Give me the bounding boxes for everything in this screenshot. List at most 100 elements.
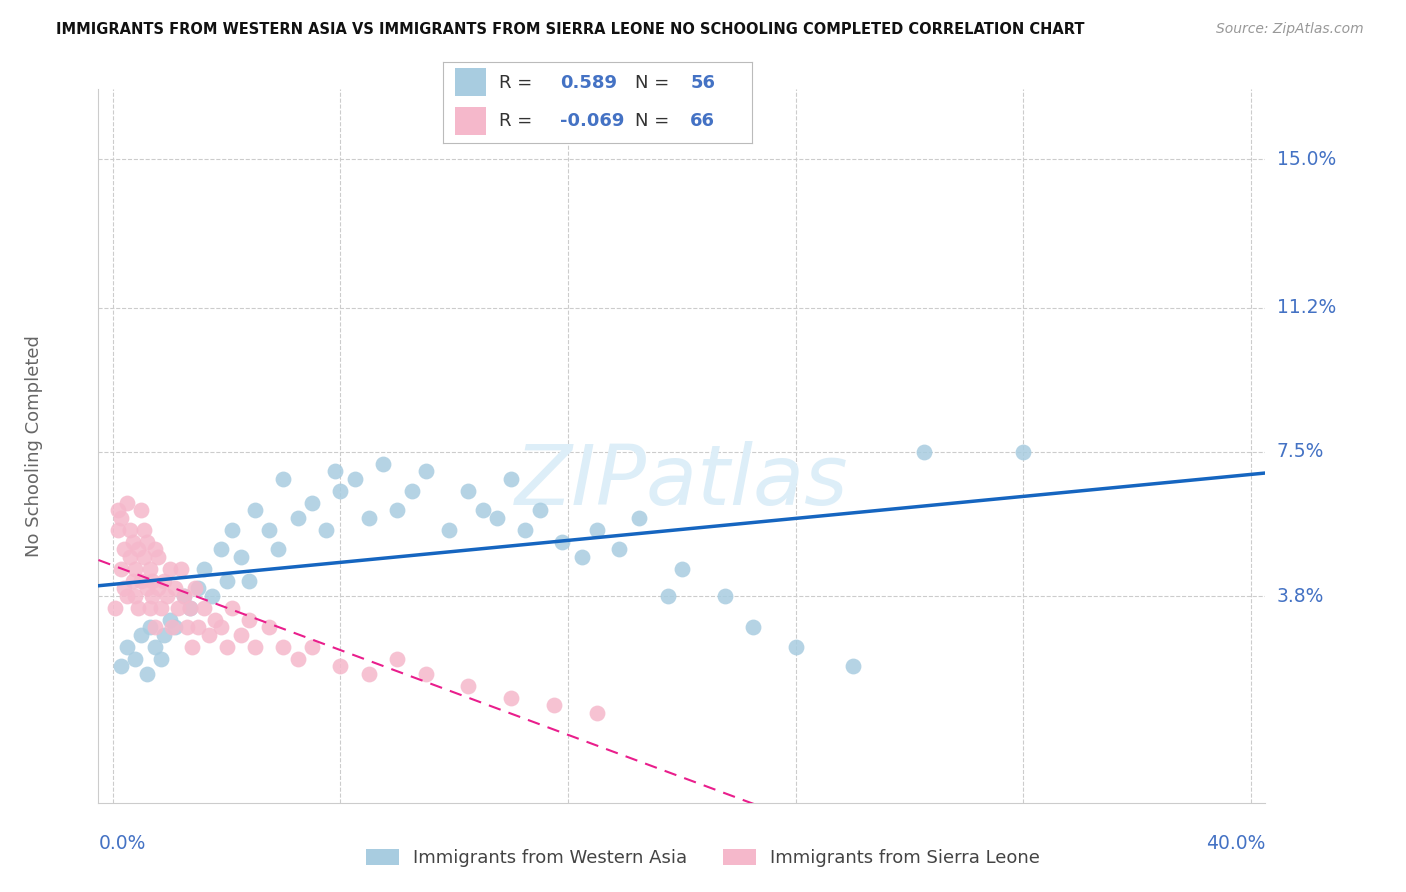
Point — [415, 464, 437, 478]
Point — [501, 690, 523, 705]
Point — [371, 457, 394, 471]
Point — [485, 511, 508, 525]
Point — [457, 679, 479, 693]
Text: R =: R = — [499, 73, 531, 92]
Point — [471, 503, 494, 517]
Point — [143, 620, 166, 634]
Point — [138, 562, 160, 576]
Point — [110, 659, 132, 673]
Point — [343, 472, 366, 486]
Point — [124, 651, 146, 665]
Point — [124, 589, 146, 603]
Point — [357, 667, 380, 681]
Point — [657, 589, 679, 603]
Point — [193, 600, 215, 615]
Point — [387, 503, 409, 517]
Text: 3.8%: 3.8% — [1277, 587, 1324, 606]
Point — [387, 651, 409, 665]
Point — [132, 523, 155, 537]
Point — [129, 628, 152, 642]
Point — [121, 574, 143, 588]
Text: N =: N = — [634, 73, 669, 92]
Point — [141, 574, 163, 588]
Point — [551, 534, 574, 549]
Point — [401, 483, 423, 498]
Point — [135, 667, 157, 681]
Point — [115, 640, 138, 654]
Point — [243, 503, 266, 517]
Point — [571, 550, 593, 565]
Point — [238, 574, 260, 588]
Point — [132, 550, 155, 565]
Point — [204, 613, 226, 627]
Point — [162, 620, 184, 634]
Point — [323, 464, 346, 478]
Point — [221, 523, 243, 537]
Point — [129, 574, 152, 588]
Point — [238, 613, 260, 627]
Text: N =: N = — [634, 112, 669, 130]
Point — [457, 483, 479, 498]
Point — [187, 582, 209, 596]
Point — [115, 589, 138, 603]
Point — [198, 628, 221, 642]
Point — [107, 503, 129, 517]
Point — [357, 511, 380, 525]
Point — [287, 651, 309, 665]
Point — [127, 542, 149, 557]
Point — [143, 542, 166, 557]
Point — [221, 600, 243, 615]
Point — [301, 495, 323, 509]
Point — [118, 523, 141, 537]
Point — [229, 550, 252, 565]
Point — [742, 620, 765, 634]
Point — [515, 523, 537, 537]
Point — [104, 600, 127, 615]
Point — [529, 503, 551, 517]
Point — [115, 495, 138, 509]
Point — [118, 550, 141, 565]
Point — [201, 589, 224, 603]
Point — [150, 651, 173, 665]
Point — [127, 600, 149, 615]
Point — [156, 589, 179, 603]
Point — [135, 582, 157, 596]
Point — [415, 667, 437, 681]
Point — [501, 472, 523, 486]
Point — [110, 562, 132, 576]
Point — [713, 589, 735, 603]
Point — [841, 659, 863, 673]
Point — [153, 574, 176, 588]
Point — [138, 620, 160, 634]
Point — [215, 640, 238, 654]
Text: No Schooling Completed: No Schooling Completed — [25, 335, 44, 557]
Text: ZIPatlas: ZIPatlas — [515, 442, 849, 522]
Point — [229, 628, 252, 642]
Point — [170, 562, 193, 576]
Point — [287, 511, 309, 525]
Point — [273, 640, 295, 654]
Point — [607, 542, 630, 557]
Text: 0.589: 0.589 — [561, 73, 617, 92]
Point — [329, 659, 352, 673]
Point — [437, 523, 460, 537]
Text: 40.0%: 40.0% — [1206, 834, 1265, 853]
Point — [193, 562, 215, 576]
Point — [628, 511, 651, 525]
Text: IMMIGRANTS FROM WESTERN ASIA VS IMMIGRANTS FROM SIERRA LEONE NO SCHOOLING COMPLE: IMMIGRANTS FROM WESTERN ASIA VS IMMIGRAN… — [56, 22, 1085, 37]
Point — [148, 550, 170, 565]
Point — [1012, 445, 1035, 459]
Text: 15.0%: 15.0% — [1277, 150, 1336, 169]
Point — [159, 562, 181, 576]
Text: R =: R = — [499, 112, 531, 130]
FancyBboxPatch shape — [456, 68, 486, 96]
Point — [110, 511, 132, 525]
Point — [671, 562, 693, 576]
Text: 66: 66 — [690, 112, 716, 130]
Point — [273, 472, 295, 486]
Point — [179, 600, 201, 615]
Point — [187, 620, 209, 634]
Text: 11.2%: 11.2% — [1277, 298, 1336, 317]
Point — [112, 542, 135, 557]
Point — [176, 620, 198, 634]
